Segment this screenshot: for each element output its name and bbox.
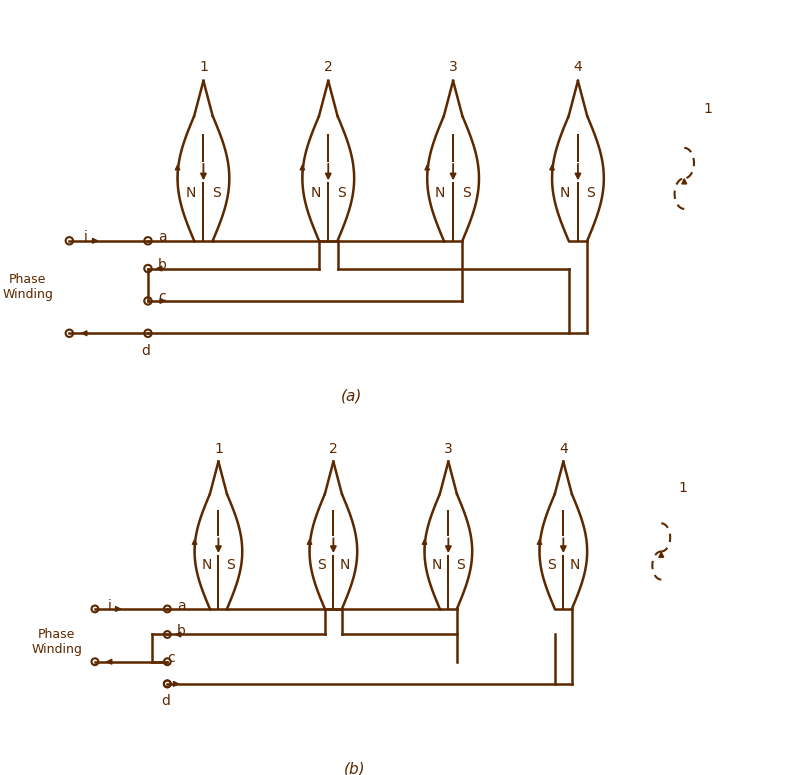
Text: 1: 1 bbox=[214, 442, 223, 456]
Text: S: S bbox=[337, 186, 346, 201]
Text: 1: 1 bbox=[678, 480, 687, 494]
Text: (a): (a) bbox=[340, 388, 362, 404]
Text: N: N bbox=[185, 186, 196, 201]
Text: a: a bbox=[177, 598, 185, 612]
Text: c: c bbox=[158, 290, 166, 305]
Text: i: i bbox=[83, 230, 87, 244]
Text: N: N bbox=[201, 558, 211, 572]
Text: 1: 1 bbox=[199, 60, 208, 74]
Text: S: S bbox=[461, 186, 471, 201]
Text: 3: 3 bbox=[449, 60, 457, 74]
Text: N: N bbox=[310, 186, 321, 201]
Text: 4: 4 bbox=[559, 442, 567, 456]
Text: b: b bbox=[177, 624, 185, 638]
Text: S: S bbox=[212, 186, 221, 201]
Text: Phase
Winding: Phase Winding bbox=[31, 629, 82, 656]
Text: d: d bbox=[141, 344, 151, 358]
Text: 2: 2 bbox=[324, 60, 332, 74]
Text: c: c bbox=[167, 651, 175, 665]
Text: N: N bbox=[570, 558, 580, 572]
Text: S: S bbox=[456, 558, 465, 572]
Text: d: d bbox=[161, 694, 170, 708]
Text: 3: 3 bbox=[444, 442, 453, 456]
Text: S: S bbox=[226, 558, 235, 572]
Text: N: N bbox=[435, 186, 446, 201]
Text: N: N bbox=[432, 558, 442, 572]
Text: a: a bbox=[158, 230, 167, 244]
Text: 2: 2 bbox=[329, 442, 338, 456]
Text: Phase
Winding: Phase Winding bbox=[2, 273, 53, 301]
Text: 4: 4 bbox=[574, 60, 582, 74]
Text: (b): (b) bbox=[343, 762, 365, 775]
Text: S: S bbox=[547, 558, 556, 572]
Text: S: S bbox=[317, 558, 326, 572]
Text: N: N bbox=[560, 186, 570, 201]
Text: 1: 1 bbox=[703, 102, 712, 116]
Text: i: i bbox=[108, 598, 112, 612]
Text: S: S bbox=[586, 186, 595, 201]
Text: b: b bbox=[158, 258, 167, 272]
Text: N: N bbox=[340, 558, 351, 572]
